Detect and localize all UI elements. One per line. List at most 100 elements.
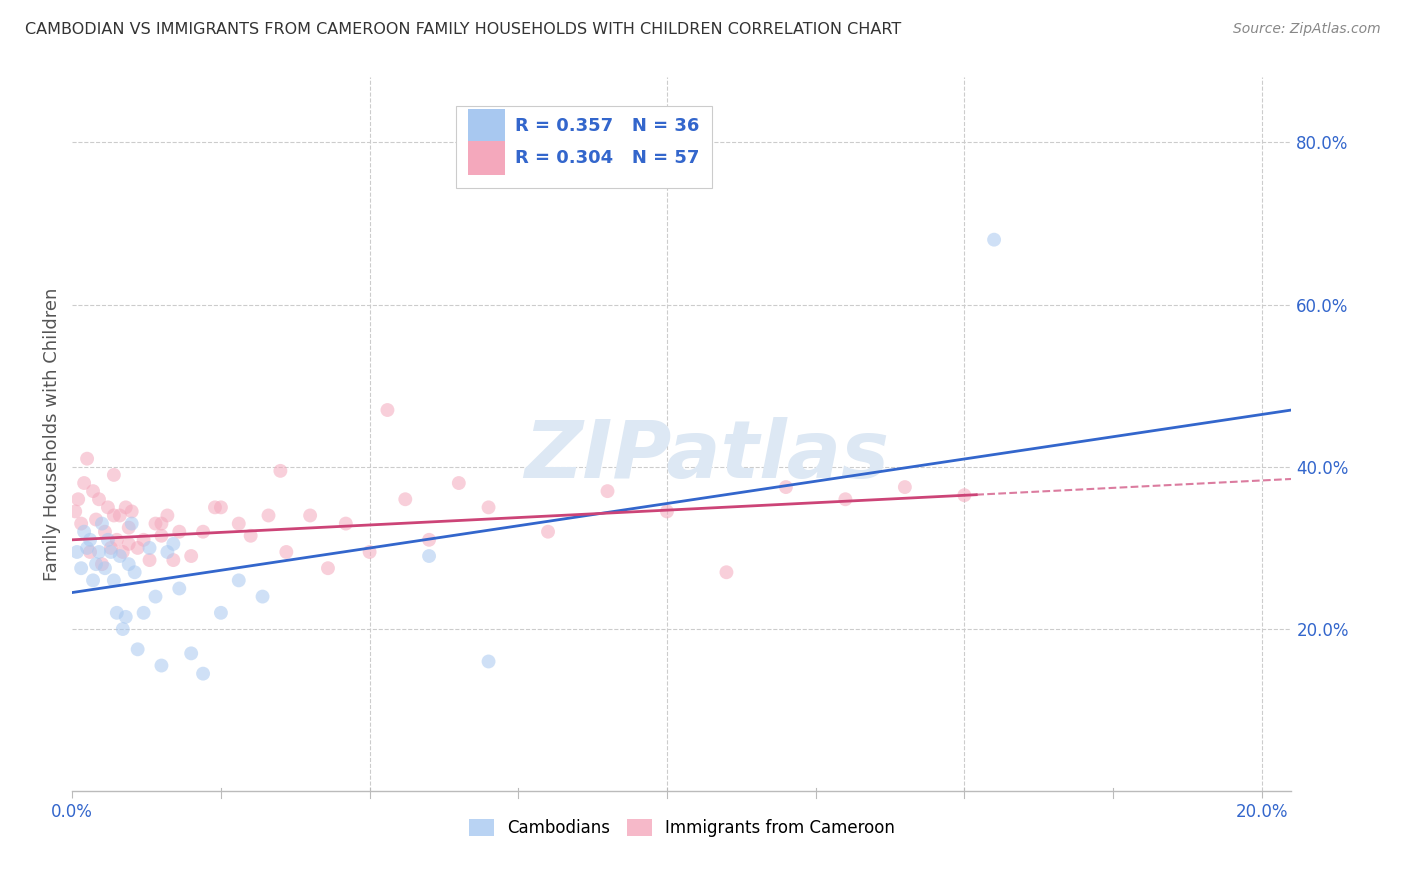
Point <box>180 549 202 563</box>
Point <box>114 610 136 624</box>
Point <box>316 561 339 575</box>
Point <box>150 516 173 531</box>
FancyBboxPatch shape <box>457 106 713 188</box>
Text: ZIPatlas: ZIPatlas <box>523 417 889 495</box>
Point <box>87 492 110 507</box>
Point <box>97 533 120 547</box>
Point <box>162 553 184 567</box>
Point <box>257 508 280 523</box>
Point <box>111 545 134 559</box>
Point <box>191 666 214 681</box>
Point <box>132 533 155 547</box>
Point <box>834 492 856 507</box>
Point <box>108 508 131 523</box>
Point <box>127 541 149 555</box>
Point <box>145 516 167 531</box>
Point <box>894 480 917 494</box>
Point <box>655 504 678 518</box>
Point <box>156 545 179 559</box>
Point <box>84 557 107 571</box>
Legend: Cambodians, Immigrants from Cameroon: Cambodians, Immigrants from Cameroon <box>463 812 901 844</box>
Point <box>377 403 399 417</box>
Point <box>111 622 134 636</box>
Point <box>138 553 160 567</box>
Point <box>105 606 128 620</box>
Point <box>124 566 146 580</box>
Point <box>596 484 619 499</box>
Point <box>716 566 738 580</box>
Point <box>150 658 173 673</box>
Point <box>66 545 89 559</box>
Point <box>169 582 191 596</box>
Point <box>70 516 93 531</box>
Point <box>94 524 117 539</box>
Point <box>91 557 114 571</box>
Point <box>118 537 141 551</box>
Point <box>100 545 122 559</box>
Point <box>239 529 262 543</box>
FancyBboxPatch shape <box>468 109 505 143</box>
Point <box>145 590 167 604</box>
Point <box>162 537 184 551</box>
Point <box>79 533 101 547</box>
Point <box>82 484 104 499</box>
Text: CAMBODIAN VS IMMIGRANTS FROM CAMEROON FAMILY HOUSEHOLDS WITH CHILDREN CORRELATIO: CAMBODIAN VS IMMIGRANTS FROM CAMEROON FA… <box>25 22 901 37</box>
Point <box>76 451 98 466</box>
Point <box>127 642 149 657</box>
Point <box>118 557 141 571</box>
Point <box>67 492 90 507</box>
Point <box>121 516 143 531</box>
Point <box>150 529 173 543</box>
Point <box>108 549 131 563</box>
Point <box>252 590 274 604</box>
Point <box>180 646 202 660</box>
Point <box>63 504 86 518</box>
Point <box>91 516 114 531</box>
Point <box>276 545 298 559</box>
Point <box>70 561 93 575</box>
Point <box>447 476 470 491</box>
Point <box>269 464 291 478</box>
Point <box>299 508 322 523</box>
Text: Source: ZipAtlas.com: Source: ZipAtlas.com <box>1233 22 1381 37</box>
Point <box>97 500 120 515</box>
Point <box>118 521 141 535</box>
Y-axis label: Family Households with Children: Family Households with Children <box>44 287 60 581</box>
Point <box>103 574 125 588</box>
Point <box>418 533 440 547</box>
Point <box>73 476 96 491</box>
Point <box>953 488 976 502</box>
Point <box>394 492 416 507</box>
Point <box>228 574 250 588</box>
Point <box>191 524 214 539</box>
Point <box>82 574 104 588</box>
Point <box>477 655 499 669</box>
FancyBboxPatch shape <box>468 141 505 175</box>
Point <box>121 504 143 518</box>
Point <box>204 500 226 515</box>
Point <box>418 549 440 563</box>
Point <box>94 561 117 575</box>
Point <box>983 233 1005 247</box>
Text: R = 0.357   N = 36: R = 0.357 N = 36 <box>515 117 699 135</box>
Point <box>775 480 797 494</box>
Point <box>76 541 98 555</box>
Point <box>100 541 122 555</box>
Text: R = 0.304   N = 57: R = 0.304 N = 57 <box>515 149 699 167</box>
Point <box>537 524 560 539</box>
Point <box>209 606 232 620</box>
Point <box>73 524 96 539</box>
Point <box>477 500 499 515</box>
Point <box>79 545 101 559</box>
Point <box>84 512 107 526</box>
Point <box>87 545 110 559</box>
Point <box>359 545 381 559</box>
Point <box>138 541 160 555</box>
Point <box>209 500 232 515</box>
Point <box>103 467 125 482</box>
Point <box>105 533 128 547</box>
Point <box>132 606 155 620</box>
Point <box>156 508 179 523</box>
Point <box>169 524 191 539</box>
Point <box>114 500 136 515</box>
